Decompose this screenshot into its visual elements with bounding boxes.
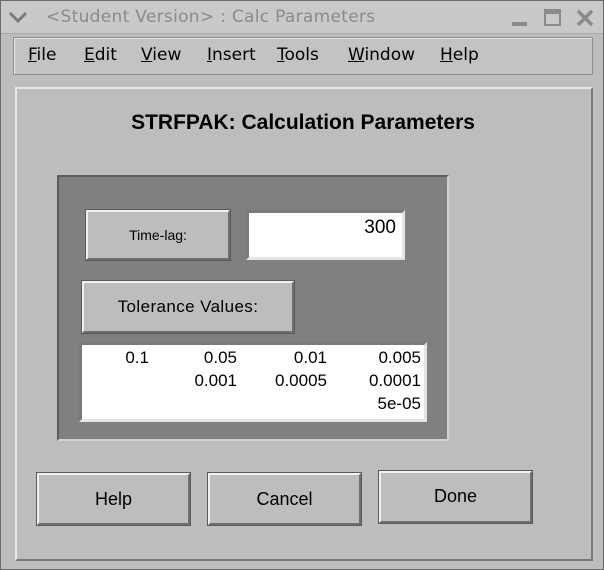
timelag-field[interactable]: 300 xyxy=(246,210,405,260)
menu-window[interactable]: Window xyxy=(348,45,416,65)
tolerance-value: 0.0001 xyxy=(369,371,421,390)
menu-insert[interactable]: Insert xyxy=(207,45,256,65)
menu-view[interactable]: View xyxy=(141,45,182,65)
tolerance-value: 5e-05 xyxy=(377,394,421,413)
title-bar[interactable]: <Student Version> : Calc Parameters xyxy=(1,1,603,34)
done-button[interactable]: Done xyxy=(378,470,533,524)
window-title: <Student Version> : Calc Parameters xyxy=(46,7,376,27)
cancel-button[interactable]: Cancel xyxy=(207,472,362,526)
menu-edit[interactable]: Edit xyxy=(84,45,117,65)
menu-bar: File Edit View Insert Tools Window Help xyxy=(13,37,593,75)
tolerance-value: 0.05 xyxy=(203,348,237,367)
close-icon[interactable] xyxy=(574,7,596,29)
menu-tools[interactable]: Tools xyxy=(277,45,319,65)
timelag-button[interactable]: Time-lag: xyxy=(85,209,231,261)
help-button[interactable]: Help xyxy=(36,472,191,526)
tolerance-value: 0.001 xyxy=(194,371,237,390)
menu-file[interactable]: File xyxy=(28,45,57,65)
maximize-icon[interactable] xyxy=(542,7,564,29)
tolerance-value: 0.01 xyxy=(293,348,327,367)
tolerance-value: 0.1 xyxy=(125,348,149,367)
page-title: STRFPAK: Calculation Parameters xyxy=(131,111,475,134)
tolerance-value: 0.005 xyxy=(378,348,421,367)
minimize-icon[interactable] xyxy=(509,7,531,29)
tolerance-values-button[interactable]: Tolerance Values: xyxy=(81,280,295,334)
tolerance-value: 0.0005 xyxy=(275,371,327,390)
tolerance-values-list[interactable]: 0.1 0.05 0.01 0.005 0.001 0.0005 0.0001 … xyxy=(79,342,427,422)
chevron-down-icon[interactable] xyxy=(7,6,29,28)
menu-help[interactable]: Help xyxy=(440,45,479,65)
